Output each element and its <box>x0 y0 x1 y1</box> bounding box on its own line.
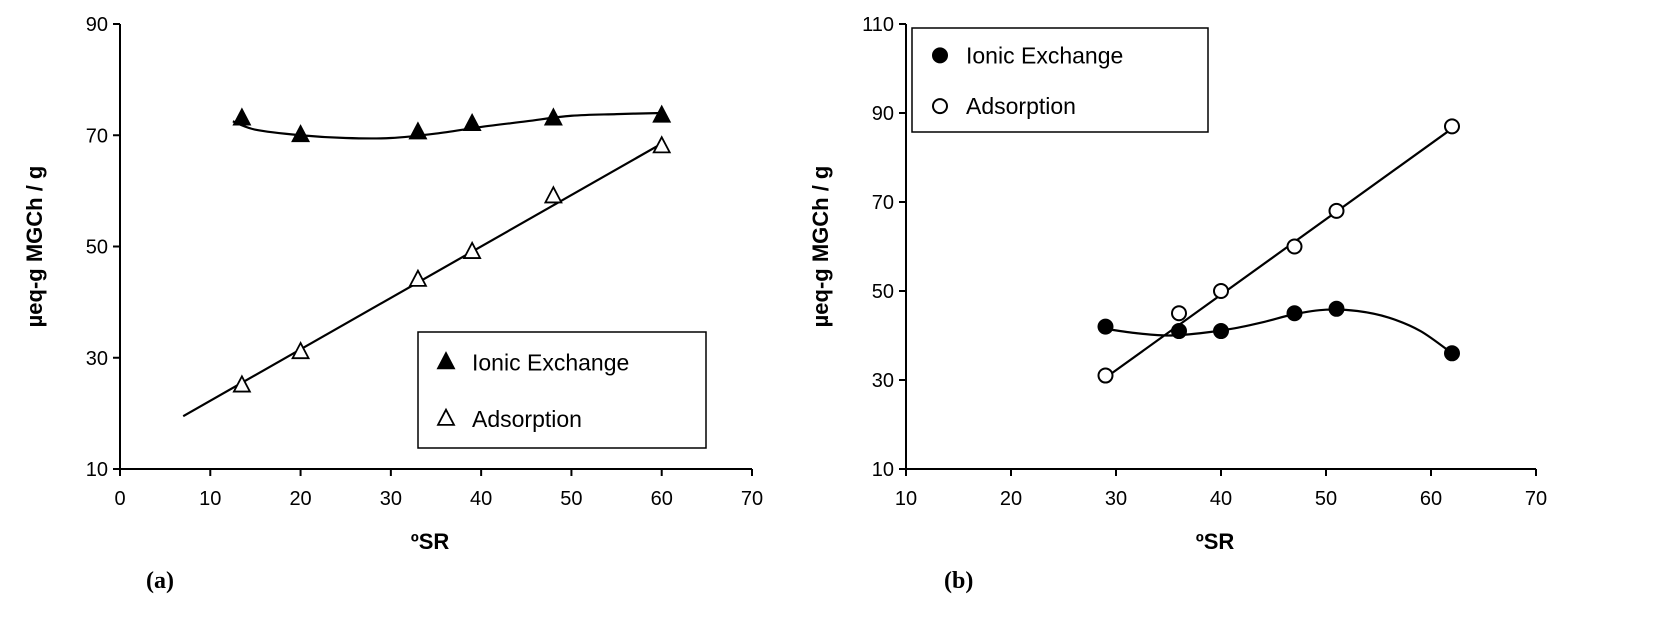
legend-label: Adsorption <box>472 406 582 432</box>
series-adsorption <box>182 135 672 418</box>
y-axis-title: µeq-g MGCh / g <box>808 166 833 328</box>
x-tick-label: 10 <box>895 488 917 510</box>
y-tick-label: 110 <box>862 14 894 36</box>
data-point <box>1286 238 1303 255</box>
series-ionic-exchange <box>1097 300 1460 362</box>
data-point <box>1328 202 1345 219</box>
y-tick-label: 70 <box>872 192 894 214</box>
data-point <box>1444 118 1460 135</box>
y-tick-label: 30 <box>86 348 108 370</box>
x-tick-label: 10 <box>199 488 221 510</box>
legend-marker <box>436 351 456 370</box>
data-point <box>652 135 672 154</box>
y-tick-label: 10 <box>872 459 894 481</box>
data-point <box>232 374 252 393</box>
y-tick-label: 10 <box>86 459 108 481</box>
y-tick-label: 30 <box>872 370 894 392</box>
legend-label: Ionic Exchange <box>966 42 1123 68</box>
data-point <box>291 341 311 360</box>
series-ionic-exchange <box>232 104 672 143</box>
x-tick-label: 60 <box>651 488 673 510</box>
legend-box <box>417 331 707 449</box>
data-point <box>462 112 482 132</box>
data-point <box>1286 305 1303 322</box>
data-point <box>652 104 672 123</box>
data-point <box>1097 367 1114 384</box>
series-adsorption <box>1097 118 1460 384</box>
x-tick-label: 70 <box>1525 488 1547 510</box>
panel-label: (a) <box>146 568 174 594</box>
legend: Ionic Exchange Adsorption <box>417 331 707 449</box>
data-point <box>232 107 252 126</box>
legend-marker <box>932 98 948 115</box>
x-tick-label: 50 <box>560 488 582 510</box>
data-point <box>1328 300 1345 317</box>
data-point <box>1444 345 1460 362</box>
x-tick-label: 20 <box>289 488 311 510</box>
x-axis-title: ºSR <box>1196 529 1235 554</box>
data-point <box>543 185 563 204</box>
legend-label: Ionic Exchange <box>472 349 629 375</box>
legend-label: Adsorption <box>966 93 1076 119</box>
y-tick-label: 50 <box>86 237 108 259</box>
y-tick-label: 70 <box>86 125 108 147</box>
x-tick-label: 20 <box>1000 488 1022 510</box>
data-point <box>1213 323 1229 340</box>
trend-curve <box>232 111 662 140</box>
data-point <box>462 240 482 259</box>
chart-panel-b: 10 30 50 70 90 110 10 20 30 40 50 60 70 ºSR µeq-g MGCh… <box>808 14 1547 594</box>
x-axis-title: ºSR <box>411 529 450 554</box>
x-tick-label: 40 <box>470 488 492 510</box>
data-point <box>543 107 563 126</box>
legend-marker <box>436 407 456 426</box>
data-point <box>408 121 428 140</box>
x-tick-label: 70 <box>741 488 763 510</box>
trend-line <box>1104 127 1453 379</box>
x-tick-label: 50 <box>1315 488 1337 510</box>
legend-marker <box>932 47 948 64</box>
data-point <box>291 124 311 143</box>
y-tick-label: 90 <box>86 14 108 36</box>
panel-label: (b) <box>944 568 973 594</box>
data-point <box>1097 318 1114 335</box>
x-tick-label: 40 <box>1210 488 1232 510</box>
chart-panel-a: 10 30 50 70 90 0 10 20 30 40 50 60 70 ºSR µeq-g MGCh /… <box>22 14 763 594</box>
y-tick-label: 90 <box>872 103 894 125</box>
x-tick-label: 30 <box>1105 488 1127 510</box>
legend: Ionic Exchange Adsorption <box>911 27 1209 133</box>
trend-curve <box>1105 308 1453 355</box>
data-point <box>1171 305 1187 322</box>
legend-box <box>911 27 1209 133</box>
y-tick-label: 50 <box>872 281 894 303</box>
y-axis-title: µeq-g MGCh / g <box>22 166 47 328</box>
x-tick-label: 0 <box>114 488 125 510</box>
x-tick-label: 30 <box>380 488 402 510</box>
data-point <box>1213 283 1229 299</box>
x-tick-label: 60 <box>1420 488 1442 510</box>
data-point <box>408 268 428 287</box>
